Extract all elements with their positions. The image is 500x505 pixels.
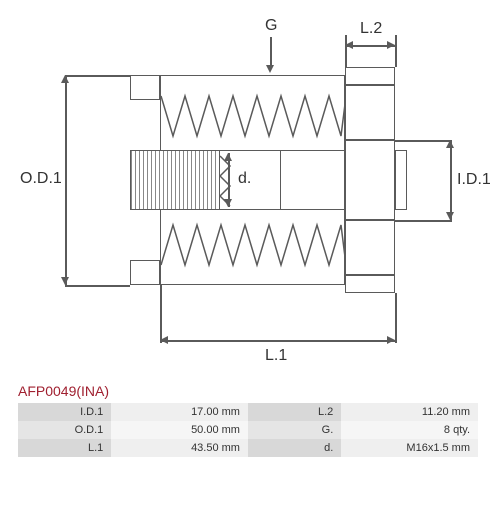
spec-key: G.	[248, 421, 341, 439]
spec-key: d.	[248, 439, 341, 457]
part-number: AFP0049(INA)	[18, 383, 500, 399]
spec-table: I.D.1 17.00 mm L.2 11.20 mm O.D.1 50.00 …	[18, 403, 478, 457]
spec-val: 11.20 mm	[341, 403, 478, 421]
spec-val: M16x1.5 mm	[341, 439, 478, 457]
spec-val: 50.00 mm	[111, 421, 248, 439]
spec-key: O.D.1	[18, 421, 111, 439]
engineering-drawing: O.D.1 I.D.1 L.1 L.2 G d.	[10, 5, 490, 375]
spec-val: 17.00 mm	[111, 403, 248, 421]
label-l2: L.2	[360, 20, 382, 38]
label-od1: O.D.1	[20, 170, 62, 188]
spec-val: 8 qty.	[341, 421, 478, 439]
label-d: d.	[238, 170, 251, 188]
spec-key: L.1	[18, 439, 111, 457]
spec-key: I.D.1	[18, 403, 111, 421]
label-g: G	[265, 17, 277, 35]
spec-val: 43.50 mm	[111, 439, 248, 457]
label-l1: L.1	[265, 347, 287, 365]
label-id1: I.D.1	[457, 171, 491, 189]
spec-key: L.2	[248, 403, 341, 421]
